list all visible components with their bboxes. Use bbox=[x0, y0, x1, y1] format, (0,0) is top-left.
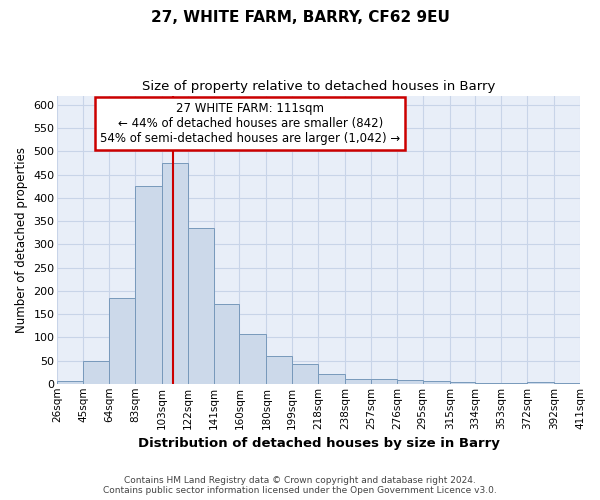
Text: 27 WHITE FARM: 111sqm
← 44% of detached houses are smaller (842)
54% of semi-det: 27 WHITE FARM: 111sqm ← 44% of detached … bbox=[100, 102, 400, 145]
Bar bbox=[397, 380, 422, 384]
Bar bbox=[475, 383, 501, 384]
Bar bbox=[266, 356, 292, 384]
Bar bbox=[292, 364, 318, 384]
Bar bbox=[135, 186, 162, 384]
Y-axis label: Number of detached properties: Number of detached properties bbox=[15, 146, 28, 332]
Bar bbox=[58, 382, 83, 384]
Bar bbox=[345, 379, 371, 384]
Bar bbox=[422, 382, 450, 384]
Bar bbox=[527, 382, 554, 384]
Bar bbox=[214, 304, 239, 384]
Bar bbox=[109, 298, 135, 384]
Title: Size of property relative to detached houses in Barry: Size of property relative to detached ho… bbox=[142, 80, 496, 93]
Text: 27, WHITE FARM, BARRY, CF62 9EU: 27, WHITE FARM, BARRY, CF62 9EU bbox=[151, 10, 449, 25]
Bar bbox=[450, 382, 475, 384]
Bar bbox=[239, 334, 266, 384]
X-axis label: Distribution of detached houses by size in Barry: Distribution of detached houses by size … bbox=[138, 437, 500, 450]
Bar bbox=[162, 163, 188, 384]
Text: Contains HM Land Registry data © Crown copyright and database right 2024.
Contai: Contains HM Land Registry data © Crown c… bbox=[103, 476, 497, 495]
Bar bbox=[501, 383, 527, 384]
Bar bbox=[554, 383, 580, 384]
Bar bbox=[188, 228, 214, 384]
Bar bbox=[83, 360, 109, 384]
Bar bbox=[318, 374, 345, 384]
Bar bbox=[371, 379, 397, 384]
